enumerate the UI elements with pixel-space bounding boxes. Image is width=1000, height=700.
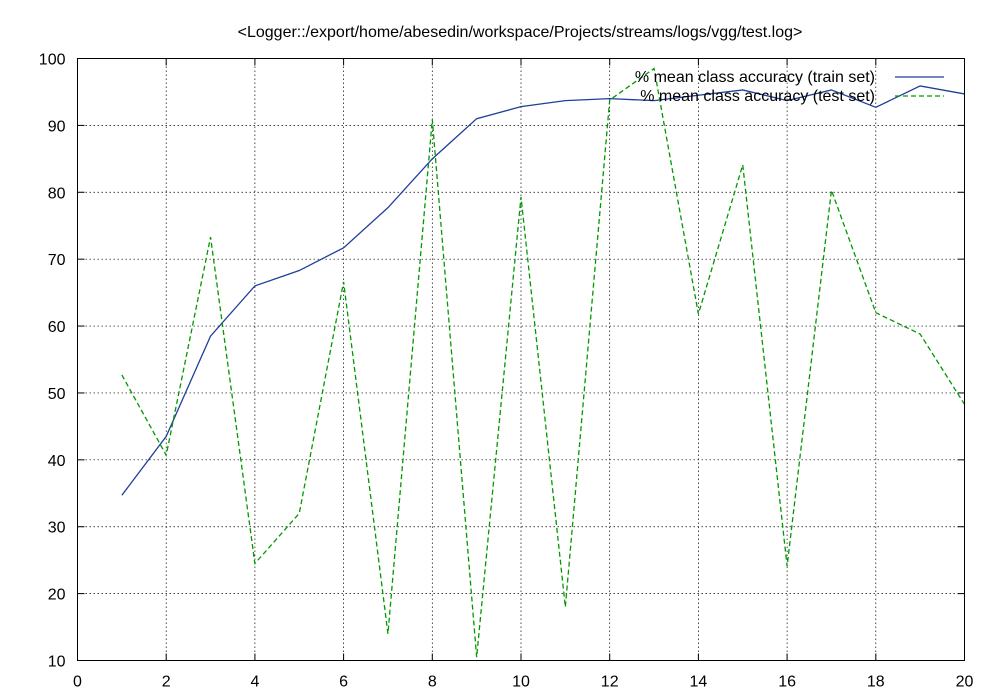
y-tick-label: 70 [48,252,66,269]
y-tick-label: 10 [48,654,66,671]
axis-ticks: 0 2 4 6 8 10 12 14 16 18 20 10 20 30 40 50 60 70 80 90 100 [39,52,974,691]
chart-title: <Logger::/export/home/abesedin/workspace… [238,24,803,41]
x-tick-label: 12 [601,674,619,691]
data-point-test [298,512,301,515]
y-tick-label: 50 [48,386,66,403]
series-line-test [121,67,966,658]
y-tick-label: 90 [48,118,66,135]
x-tick-label: 10 [512,674,530,691]
x-tick-label: 8 [428,674,437,691]
x-tick-label: 16 [778,674,796,691]
grid [77,58,965,661]
plot-frame [77,58,965,661]
data-point-test [830,189,833,192]
series-line-train [121,85,965,496]
y-tick-label: 30 [48,520,66,537]
y-tick-label: 40 [48,453,66,470]
x-tick-label: 2 [162,674,171,691]
y-tick-label: 80 [48,185,66,202]
x-tick-label: 18 [867,674,885,691]
x-tick-label: 0 [73,674,82,691]
legend-label: % mean class accuracy (train set) [635,69,875,86]
series-group [121,67,966,658]
y-tick-label: 100 [39,52,66,69]
x-tick-label: 20 [956,674,974,691]
y-tick-label: 60 [48,319,66,336]
legend-label: % mean class accuracy (test set) [640,88,875,105]
x-tick-label: 6 [339,674,348,691]
y-tick-label: 20 [48,587,66,604]
x-tick-label: 14 [690,674,708,691]
x-tick-label: 4 [250,674,259,691]
legend: % mean class accuracy (train set) % mean … [635,69,944,105]
